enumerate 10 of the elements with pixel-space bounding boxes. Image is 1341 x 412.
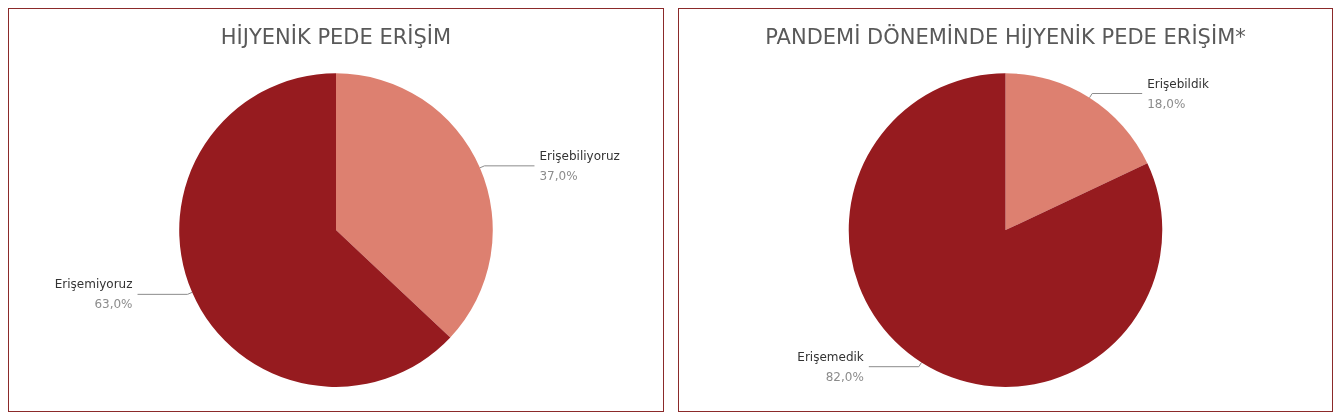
slice-label: Erişebiliyoruz: [539, 148, 620, 163]
slice-label: Erişebildik: [1147, 76, 1209, 91]
slice-label: Erişemiyoruz: [54, 277, 133, 292]
data-label: 37,0%: [539, 168, 578, 183]
chart-title: PANDEMİ DÖNEMİNDE HİJYENİK PEDE ERİŞİM*: [765, 23, 1246, 49]
chart-title: HİJYENİK PEDE ERİŞİM: [220, 23, 452, 49]
slice-label: Erişemedik: [797, 349, 864, 364]
data-label: 18,0%: [1147, 96, 1186, 111]
data-label: 82,0%: [825, 369, 864, 384]
data-label: 63,0%: [94, 297, 133, 312]
